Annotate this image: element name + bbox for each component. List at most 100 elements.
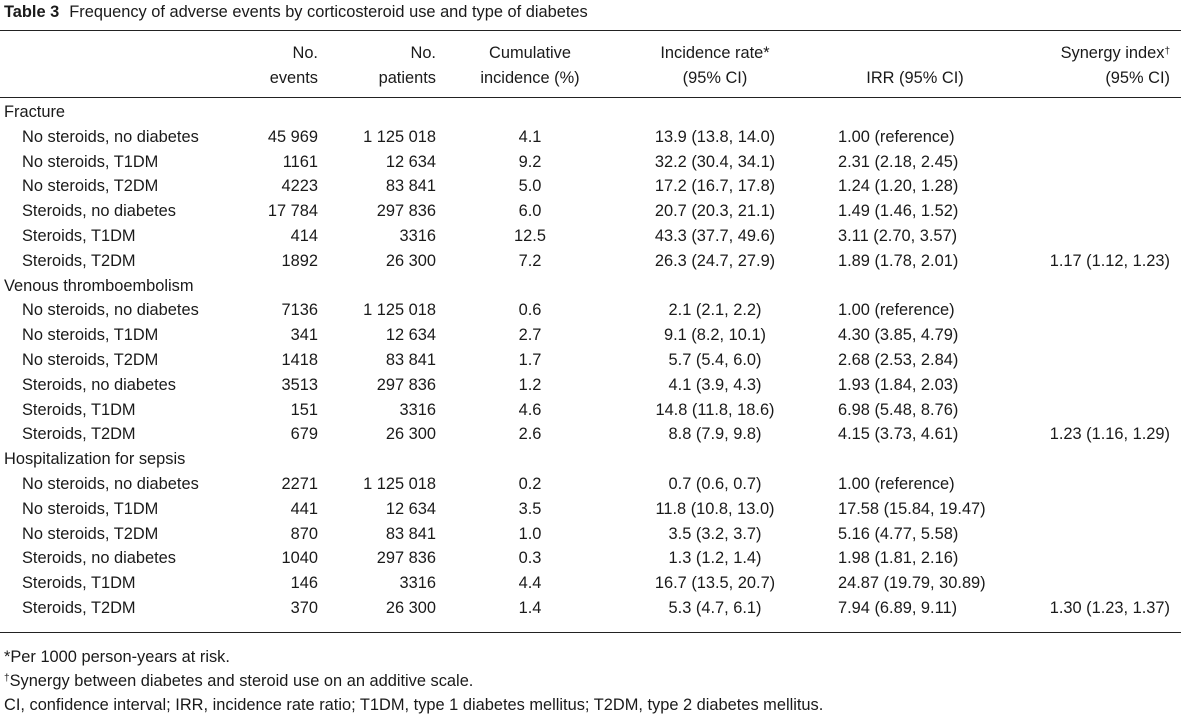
cell-incidence-rate: 17.2 (16.7, 17.8) bbox=[654, 177, 776, 196]
cell-cumulative-incidence: 12.5 bbox=[514, 226, 546, 245]
cell-irr: 1.49 (1.46, 1.52) bbox=[838, 202, 959, 221]
table-row: No steroids, T2DM 1418 83 841 1.7 5.7 (5.4, … bbox=[0, 351, 1181, 376]
cell-no-events: 870 bbox=[290, 524, 318, 543]
group-title: Hospitalization for sepsis bbox=[4, 450, 186, 469]
group-title: Fracture bbox=[4, 103, 66, 121]
cell-irr: 4.15 (3.73, 4.61) bbox=[838, 425, 959, 444]
footnote-synergy: †Synergy between diabetes and steroid us… bbox=[4, 669, 823, 693]
cell-no-patients: 83 841 bbox=[385, 524, 436, 543]
header-cumulative-line-2: incidence (%) bbox=[480, 69, 580, 87]
cell-no-events: 1161 bbox=[282, 152, 318, 171]
table-row: Steroids, T1DM 151 3316 4.6 14.8 (11.8, 18.6… bbox=[0, 401, 1181, 426]
cell-irr: 1.24 (1.20, 1.28) bbox=[838, 177, 959, 196]
table-row: No steroids, T2DM 870 83 841 1.0 3.5 (3.2, 3… bbox=[0, 525, 1181, 550]
group-header-row: Hospitalization for sepsis bbox=[0, 450, 1181, 475]
cell-irr: 2.31 (2.18, 2.45) bbox=[838, 152, 959, 171]
header-no-patients: No. patients bbox=[350, 41, 436, 91]
table-row: Steroids, no diabetes 3513 297 836 1.2 4.1 (… bbox=[0, 376, 1181, 401]
cell-cumulative-incidence: 4.4 bbox=[518, 574, 542, 593]
cell-category: No steroids, T2DM bbox=[22, 177, 159, 196]
header-no-events: No. events bbox=[250, 41, 318, 91]
footnote-synergy-text: Synergy between diabetes and steroid use… bbox=[9, 672, 474, 690]
header-no-patients-line-2: patients bbox=[378, 69, 436, 87]
cell-category: No steroids, T1DM bbox=[22, 152, 159, 171]
group-title: Venous thromboembolism bbox=[4, 276, 194, 295]
table-row: No steroids, T1DM 1161 12 634 9.2 32.2 (30.4… bbox=[0, 153, 1181, 178]
cell-irr: 2.68 (2.53, 2.84) bbox=[838, 350, 959, 369]
cell-cumulative-incidence: 3.5 bbox=[518, 499, 542, 518]
cell-category: Steroids, T1DM bbox=[22, 574, 136, 593]
cell-no-patients: 297 836 bbox=[376, 202, 436, 221]
cell-cumulative-incidence: 5.0 bbox=[518, 177, 542, 196]
header-incidence-line-1: Incidence rate* bbox=[660, 44, 770, 62]
cell-incidence-rate: 3.5 (3.2, 3.7) bbox=[668, 524, 762, 543]
header-no-events-line-2: events bbox=[269, 69, 318, 87]
cell-no-events: 17 784 bbox=[267, 202, 318, 221]
cell-no-events: 1418 bbox=[281, 350, 318, 369]
cell-no-patients: 3316 bbox=[399, 400, 436, 419]
cell-incidence-rate: 8.8 (7.9, 9.8) bbox=[668, 425, 762, 444]
cell-incidence-rate: 5.7 (5.4, 6.0) bbox=[668, 350, 762, 369]
cell-cumulative-incidence: 9.2 bbox=[518, 152, 542, 171]
cell-no-patients: 12 634 bbox=[385, 152, 436, 171]
group-header-row: Fracture bbox=[0, 103, 1181, 128]
cell-category: Steroids, T1DM bbox=[22, 400, 136, 419]
cell-synergy-index: 1.30 (1.23, 1.37) bbox=[1049, 598, 1170, 617]
cell-incidence-rate: 13.9 (13.8, 14.0) bbox=[654, 127, 776, 146]
header-rule bbox=[0, 97, 1181, 98]
cell-cumulative-incidence: 1.4 bbox=[518, 598, 542, 617]
cell-no-patients: 297 836 bbox=[376, 549, 436, 568]
cell-no-patients: 26 300 bbox=[385, 425, 436, 444]
cell-no-events: 146 bbox=[290, 574, 318, 593]
cell-irr: 24.87 (19.79, 30.89) bbox=[838, 574, 986, 593]
cell-no-patients: 83 841 bbox=[385, 350, 436, 369]
cell-incidence-rate: 43.3 (37.7, 49.6) bbox=[654, 226, 776, 245]
table-row: Steroids, no diabetes 17 784 297 836 6.0 20.… bbox=[0, 202, 1181, 227]
cell-no-patients: 1 125 018 bbox=[363, 301, 436, 320]
cell-no-events: 2271 bbox=[281, 474, 318, 493]
cell-no-events: 3513 bbox=[281, 375, 318, 394]
table-caption: Table 3 Frequency of adverse events by co… bbox=[4, 3, 588, 23]
table-row: No steroids, T1DM 441 12 634 3.5 11.8 (10.8,… bbox=[0, 500, 1181, 525]
cell-category: No steroids, T1DM bbox=[22, 499, 159, 518]
table-row: No steroids, T2DM 4223 83 841 5.0 17.2 (16.7… bbox=[0, 177, 1181, 202]
cell-no-patients: 3316 bbox=[399, 574, 436, 593]
header-synergy-line-1: Synergy index† bbox=[1000, 41, 1170, 66]
cell-no-patients: 26 300 bbox=[385, 251, 436, 270]
cell-synergy-index: 1.23 (1.16, 1.29) bbox=[1049, 425, 1170, 444]
cell-category: Steroids, T2DM bbox=[22, 251, 136, 270]
header-irr-label: IRR (95% CI) bbox=[866, 69, 964, 87]
table-row: No steroids, no diabetes 2271 1 125 018 0.2… bbox=[0, 475, 1181, 500]
cell-category: Steroids, T2DM bbox=[22, 425, 136, 444]
cell-cumulative-incidence: 6.0 bbox=[518, 202, 542, 221]
header-cumulative-incidence: Cumulative incidence (%) bbox=[455, 41, 605, 91]
cell-cumulative-incidence: 2.6 bbox=[518, 425, 542, 444]
cell-irr: 5.16 (4.77, 5.58) bbox=[838, 524, 959, 543]
top-rule bbox=[0, 30, 1181, 31]
cell-no-patients: 12 634 bbox=[385, 499, 436, 518]
header-incidence-line-2: (95% CI) bbox=[682, 69, 748, 87]
cell-category: No steroids, no diabetes bbox=[22, 127, 199, 146]
cell-cumulative-incidence: 2.7 bbox=[518, 326, 542, 345]
cell-incidence-rate: 5.3 (4.7, 6.1) bbox=[668, 598, 762, 617]
cell-no-events: 441 bbox=[290, 499, 318, 518]
header-synergy-index: Synergy index† (95% CI) bbox=[1000, 41, 1170, 91]
cell-cumulative-incidence: 1.2 bbox=[518, 375, 542, 394]
bottom-rule bbox=[0, 632, 1181, 633]
cell-incidence-rate: 32.2 (30.4, 34.1) bbox=[654, 152, 776, 171]
cell-cumulative-incidence: 4.6 bbox=[518, 400, 542, 419]
table-row: Steroids, T2DM 1892 26 300 7.2 26.3 (24.7, 2… bbox=[0, 252, 1181, 277]
table-row: No steroids, T1DM 341 12 634 2.7 9.1 (8.2, 1… bbox=[0, 326, 1181, 351]
footnote-dagger-mark: † bbox=[4, 673, 10, 684]
header-cumulative-line-1: Cumulative bbox=[489, 44, 571, 62]
cell-category: Steroids, no diabetes bbox=[22, 549, 176, 568]
cell-cumulative-incidence: 4.1 bbox=[518, 127, 542, 146]
cell-irr: 3.11 (2.70, 3.57) bbox=[838, 226, 958, 245]
cell-no-patients: 3316 bbox=[399, 226, 436, 245]
table-row: No steroids, no diabetes 7136 1 125 018 0.6… bbox=[0, 301, 1181, 326]
cell-cumulative-incidence: 7.2 bbox=[518, 251, 542, 270]
cell-no-patients: 12 634 bbox=[385, 326, 436, 345]
table-row: Steroids, T1DM 146 3316 4.4 16.7 (13.5, 20.7… bbox=[0, 574, 1181, 599]
cell-irr: 1.93 (1.84, 2.03) bbox=[838, 375, 959, 394]
